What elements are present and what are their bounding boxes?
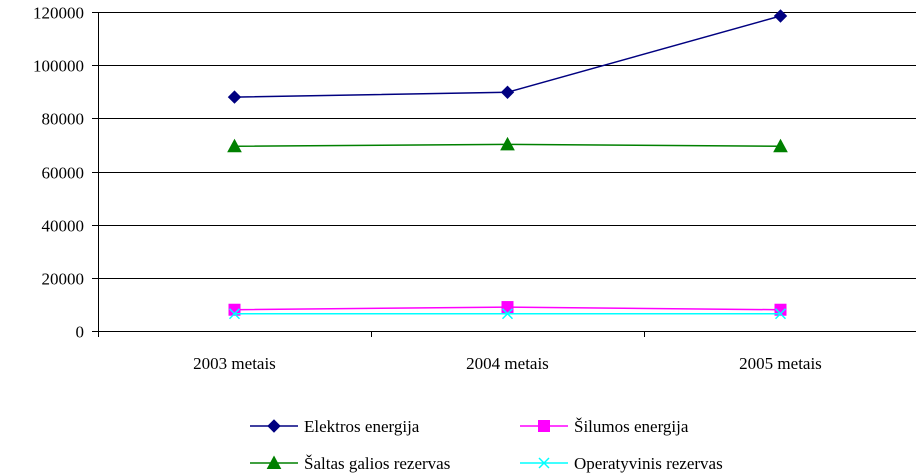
data-point (500, 136, 515, 151)
data-point (500, 85, 515, 99)
data-point (227, 90, 242, 104)
legend-label: Šilumos energija (574, 417, 689, 436)
legend-marker (267, 419, 281, 433)
x-tick-label: 2004 metais (466, 354, 549, 373)
data-point (774, 303, 787, 316)
legend-label: Elektros energija (304, 417, 420, 436)
y-tick-label: 40000 (42, 217, 85, 236)
y-tick-label: 100000 (33, 57, 84, 76)
data-point (501, 308, 514, 320)
y-tick-label: 60000 (42, 164, 85, 183)
series-line (234, 15, 781, 98)
data-point (228, 308, 241, 320)
x-tick-label: 2003 metais (193, 354, 276, 373)
y-tick-label: 80000 (42, 110, 85, 129)
legend-label: Operatyvinis rezervas (574, 454, 723, 473)
data-point (773, 9, 788, 23)
y-tick-label: 20000 (42, 270, 85, 289)
x-tick-label: 2005 metais (739, 354, 822, 373)
data-point (773, 138, 788, 153)
data-point (774, 308, 787, 320)
data-point (501, 301, 514, 314)
legend-marker (538, 420, 550, 432)
legend-marker (266, 455, 282, 470)
data-point (228, 303, 241, 316)
legend-label: Šaltas galios rezervas (304, 454, 450, 473)
data-point (227, 138, 242, 153)
y-tick-label: 0 (76, 323, 85, 342)
legend-marker (538, 457, 550, 469)
y-tick-label: 120000 (33, 4, 84, 23)
